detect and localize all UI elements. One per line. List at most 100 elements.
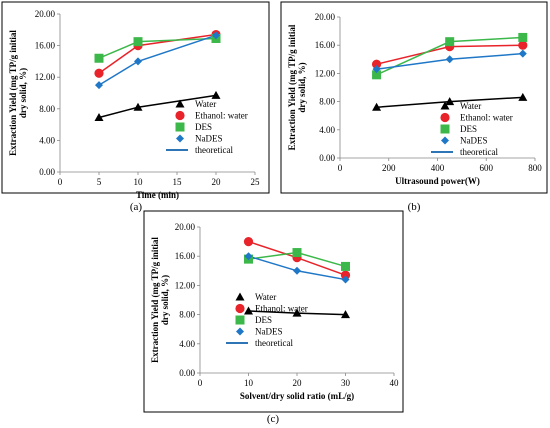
x-tick-label: 5: [97, 177, 102, 187]
x-axis-title: Time (min): [136, 190, 179, 200]
data-point-ethanol-water: [243, 237, 254, 247]
y-tick-label: 4.00: [39, 135, 55, 145]
legend-label: DES: [195, 122, 212, 132]
panel-border: [280, 1, 548, 194]
chart-panel-1: 0.00 4.00 8.00 12.00 16.00 20.00 0 5 10 15 20 25 Tim…: [1, 1, 270, 200]
y-tick-label: 20.00: [35, 9, 56, 19]
y-tick-label: 4.00: [319, 125, 335, 135]
x-tick-label: 200: [382, 163, 396, 173]
data-point-water: [133, 102, 143, 111]
data-point-nades: [293, 266, 301, 275]
data-point-des: [518, 32, 528, 42]
data-point-water: [94, 112, 104, 121]
x-tick-label: 600: [480, 163, 494, 173]
legend-marker: [175, 99, 185, 108]
legend-label: Ethanol: water: [195, 111, 248, 121]
data-point-water: [292, 308, 302, 317]
panel-border: [1, 1, 270, 194]
data-point-ethanol-water: [94, 68, 104, 78]
data-point-water: [244, 306, 253, 315]
y-axis-title: Extraction Yield (mg TP/g initialdry sol…: [150, 237, 170, 363]
x-tick-label: 20: [293, 378, 303, 388]
y-tick-label: 8.00: [319, 97, 335, 107]
data-point-des: [292, 248, 302, 258]
legend-marker: [236, 327, 244, 336]
data-point-water: [341, 310, 350, 319]
data-point-des: [133, 37, 143, 47]
data-point-nades: [212, 31, 220, 40]
y-axis-title-line-2: dry solid, %): [297, 62, 307, 112]
legend-label: NaDES: [255, 327, 283, 337]
data-point-water: [518, 92, 528, 101]
x-tick-label: 10: [134, 177, 144, 187]
data-point-water: [211, 90, 221, 99]
y-tick-label: 8.00: [179, 310, 195, 320]
legend-label: DES: [255, 315, 272, 325]
y-tick-label: 16.00: [175, 251, 196, 261]
legend-marker: [235, 292, 245, 301]
y-axis-title-line-1: Extraction Yield (mg TP/g initial: [8, 30, 18, 156]
y-axis-title: Extraction Yield (mg TP/g initialdry sol…: [8, 30, 28, 156]
legend-marker: [440, 101, 450, 110]
x-tick-label: 25: [251, 177, 261, 187]
data-point-des: [445, 37, 455, 47]
legend-marker: [175, 110, 185, 121]
legend-label: DES: [460, 124, 477, 134]
data-point-nades: [445, 55, 454, 64]
data-point-des: [372, 70, 382, 80]
x-tick-label: 0: [58, 177, 63, 187]
legend-label: theoretical: [195, 145, 233, 155]
legend-label: Water: [195, 99, 216, 109]
data-point-ethanol-water: [371, 59, 382, 69]
legend-marker: [235, 315, 245, 325]
legend-marker: [440, 112, 450, 123]
data-point-des: [341, 261, 350, 271]
y-tick-label: 16.00: [35, 41, 56, 51]
x-tick-label: 20: [212, 177, 222, 187]
data-point-ethanol-water: [518, 40, 528, 50]
x-tick-label: 40: [390, 378, 400, 388]
data-point-water: [445, 97, 455, 106]
data-point-nades: [518, 49, 527, 58]
data-point-nades: [134, 57, 142, 66]
y-tick-label: 12.00: [175, 280, 196, 290]
y-tick-label: 0.00: [179, 368, 195, 378]
data-point-nades: [341, 275, 350, 284]
panel-caption: (b): [408, 201, 421, 213]
legend-label: NaDES: [195, 134, 223, 144]
panel-caption: (c): [267, 413, 280, 425]
x-tick-label: 400: [431, 163, 445, 173]
y-tick-label: 4.00: [179, 339, 195, 349]
chart-panel-3: 0.00 4.00 8.00 12.00 16.00 20.00 0 10 20 30 40 Solv…: [143, 210, 404, 413]
legend-marker: [235, 303, 245, 314]
y-tick-label: 20.00: [175, 222, 196, 232]
x-tick-label: 0: [198, 378, 203, 388]
legend-label: Water: [255, 292, 276, 302]
legend-label: Ethanol: water: [255, 304, 308, 314]
legend-label: NaDES: [460, 136, 488, 146]
y-tick-label: 8.00: [39, 104, 55, 114]
legend-marker: [441, 136, 449, 145]
data-point-nades: [95, 81, 103, 90]
legend-label: Ethanol: water: [460, 113, 513, 123]
legend-label: theoretical: [255, 338, 293, 348]
y-axis-title-line-2: dry solid, %): [18, 68, 28, 118]
legend-marker: [440, 124, 450, 134]
x-tick-label: 10: [244, 378, 254, 388]
legend-label: theoretical: [460, 147, 498, 157]
y-tick-label: 12.00: [35, 72, 56, 82]
legend-marker: [176, 134, 184, 143]
legend-label: Water: [460, 101, 481, 111]
x-axis-title: Solvent/dry solid ratio (mL/g): [240, 391, 354, 401]
x-tick-label: 30: [341, 378, 351, 388]
y-axis-title-line-2: dry solid, %): [160, 275, 170, 325]
legend-marker: [175, 122, 185, 132]
x-tick-label: 800: [528, 163, 542, 173]
data-point-water: [372, 102, 382, 111]
data-point-nades: [372, 65, 381, 74]
y-axis-title-line-1: Extraction Yield (mg TP/g initial: [150, 237, 160, 363]
x-tick-label: 0: [338, 163, 343, 173]
data-point-des: [94, 53, 104, 63]
y-tick-label: 0.00: [39, 167, 55, 177]
